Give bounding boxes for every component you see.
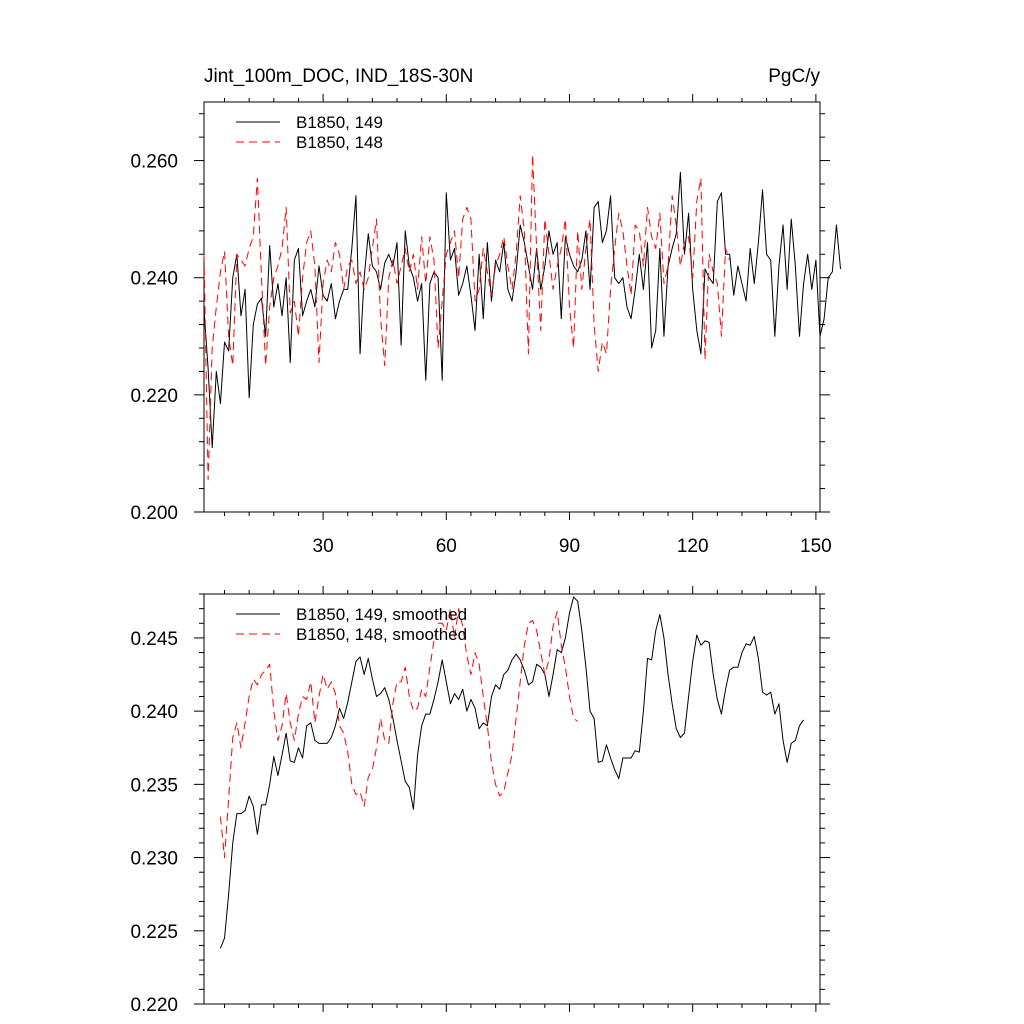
- series-line-b1850-149: [203, 171, 842, 449]
- y-tick-label: 0.235: [130, 775, 178, 796]
- legend-label: B1850, 149, smoothed: [296, 605, 467, 624]
- x-tick-label: 90: [559, 536, 580, 557]
- axis-ticks: [194, 94, 830, 520]
- y-tick-label: 0.240: [130, 269, 178, 290]
- x-tick-label: 150: [800, 536, 832, 557]
- plot-area: [203, 101, 821, 513]
- tick-labels: 0.220 0.225 0.230 0.235 0.240 0.245: [130, 629, 178, 1016]
- series-line-b1850-149-smoothed: [219, 596, 804, 949]
- tick-labels: 30 60 90 120 150 0.200 0.220 0.240 0.260: [130, 152, 831, 557]
- legend-label: B1850, 148: [296, 133, 383, 152]
- x-tick-label: 30: [313, 536, 334, 557]
- units-label: PgC/y: [768, 66, 820, 87]
- plot-area: [203, 593, 821, 1005]
- y-tick-label: 0.225: [130, 922, 178, 943]
- y-tick-label: 0.220: [130, 386, 178, 407]
- y-tick-label: 0.260: [130, 152, 178, 173]
- legend-label: B1850, 148, smoothed: [296, 625, 467, 644]
- y-tick-label: 0.240: [130, 702, 178, 723]
- x-tick-label: 120: [677, 536, 709, 557]
- legend-label: B1850, 149: [296, 113, 383, 132]
- y-tick-label: 0.220: [130, 995, 178, 1016]
- axis-ticks: [194, 586, 830, 1012]
- series-line-b1850-148-smoothed: [219, 608, 579, 859]
- y-tick-label: 0.200: [130, 503, 178, 524]
- y-tick-label: 0.245: [130, 629, 178, 650]
- x-tick-label: 60: [436, 536, 457, 557]
- series-lines: [219, 596, 804, 949]
- chart-title: Jint_100m_DOC, IND_18S-30N: [204, 66, 473, 87]
- bottom-panel: 0.220 0.225 0.230 0.235 0.240 0.245 B1850, 14…: [130, 586, 830, 1016]
- series-line-b1850-148: [203, 154, 731, 481]
- y-tick-label: 0.230: [130, 849, 178, 870]
- top-panel: Jint_100m_DOC, IND_18S-30N PgC/y 30 60 90 1…: [130, 66, 842, 557]
- series-lines: [203, 154, 842, 481]
